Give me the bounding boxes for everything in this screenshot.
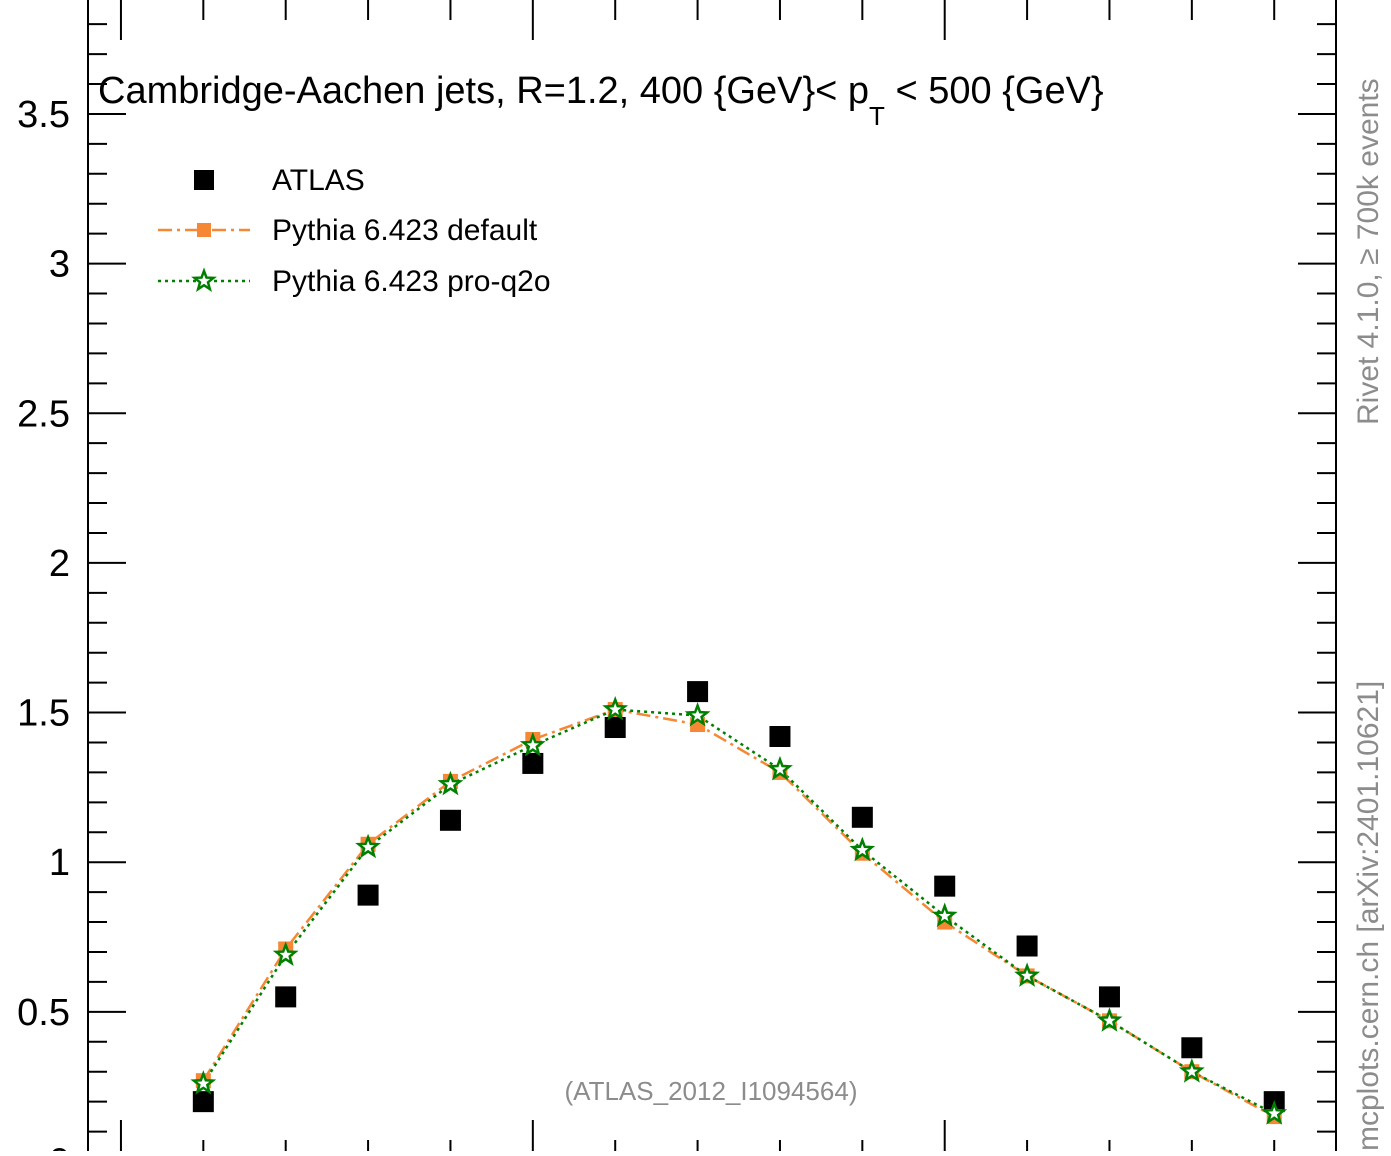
y-tick-label: 2 <box>49 543 70 585</box>
legend: ATLAS Pythia 6.423 default Pythia 6.423 … <box>158 164 551 298</box>
pythia-pro-q2o-point <box>1014 962 1040 987</box>
legend-label-pythia-default: Pythia 6.423 default <box>272 214 538 247</box>
series-line-path <box>202 708 1275 1115</box>
y-tick-label: 1.5 <box>17 693 70 735</box>
side-label-mcplots: mcplots.cern.ch [arXiv:2401.10621] <box>1352 681 1385 1151</box>
series-group <box>190 681 1288 1125</box>
y-tick-label: 3.5 <box>17 94 70 136</box>
atlas-point <box>1181 1037 1203 1059</box>
pythia-pro-q2o-point <box>1096 1007 1123 1032</box>
plot-frame <box>87 0 1337 1156</box>
atlas-point <box>192 1091 214 1113</box>
legend-label-pythia-pro-q2o: Pythia 6.423 pro-q2o <box>272 265 551 298</box>
reference-label: (ATLAS_2012_I1094564) <box>565 1076 858 1106</box>
y-tick-label: 1 <box>49 842 70 884</box>
pythia-pro-q2o-point <box>437 770 464 796</box>
y-tick-label: 3 <box>49 244 70 286</box>
atlas-point <box>769 725 791 747</box>
pythia-pro-q2o-point <box>849 836 876 862</box>
atlas-point <box>1016 935 1038 957</box>
pythia-pro-q2o-point <box>1178 1058 1205 1083</box>
atlas-point <box>1098 986 1120 1008</box>
y-tick-label: 0 <box>49 1142 70 1152</box>
atlas-point <box>357 884 379 906</box>
series-line-path <box>202 708 1275 1118</box>
atlas-point <box>522 752 544 774</box>
title-subscript: T <box>869 101 885 131</box>
pythia-pro-q2o-point <box>519 731 546 757</box>
series-pythia-default <box>195 702 1282 1125</box>
series-pythia-pro-q2o <box>190 695 1288 1125</box>
pythia-pro-q2o-point <box>602 695 629 721</box>
y-tick-label: 2.5 <box>17 393 70 435</box>
pythia-pro-q2o-point <box>767 755 793 781</box>
atlas-point <box>934 875 956 897</box>
legend-label-atlas: ATLAS <box>272 164 365 197</box>
side-label-rivet: Rivet 4.1.0, ≥ 700k events <box>1352 78 1385 425</box>
series-atlas <box>192 681 1285 1113</box>
series-line-2 <box>202 708 1275 1115</box>
chart-title: Cambridge-Aachen jets, R=1.2, 400 {GeV}<… <box>98 70 1104 131</box>
axis-ticks <box>88 0 1336 1156</box>
y-tick-labels: 0 0.5 1 1.5 2 2.5 3 3.5 <box>17 94 70 1156</box>
atlas-point <box>439 809 461 831</box>
pythia-pro-q2o-point <box>272 941 299 966</box>
atlas-point <box>687 681 709 703</box>
pythia-pro-q2o-point <box>190 1070 217 1095</box>
y-tick-label: 0.5 <box>17 992 70 1034</box>
legend-symbol-atlas <box>194 170 214 190</box>
atlas-point <box>604 717 626 739</box>
pythia-pro-q2o-point <box>1261 1100 1288 1125</box>
atlas-point <box>275 986 297 1008</box>
legend-symbol-pythia-default <box>197 223 211 237</box>
atlas-point <box>851 806 873 828</box>
legend-symbol-pythia-pro-q2o <box>191 267 217 292</box>
series-line-1 <box>202 708 1275 1118</box>
pythia-pro-q2o-point <box>931 902 958 928</box>
pythia-pro-q2o-point <box>684 701 711 727</box>
legend-symbols <box>158 170 250 292</box>
pythia-pro-q2o-point <box>355 833 381 859</box>
